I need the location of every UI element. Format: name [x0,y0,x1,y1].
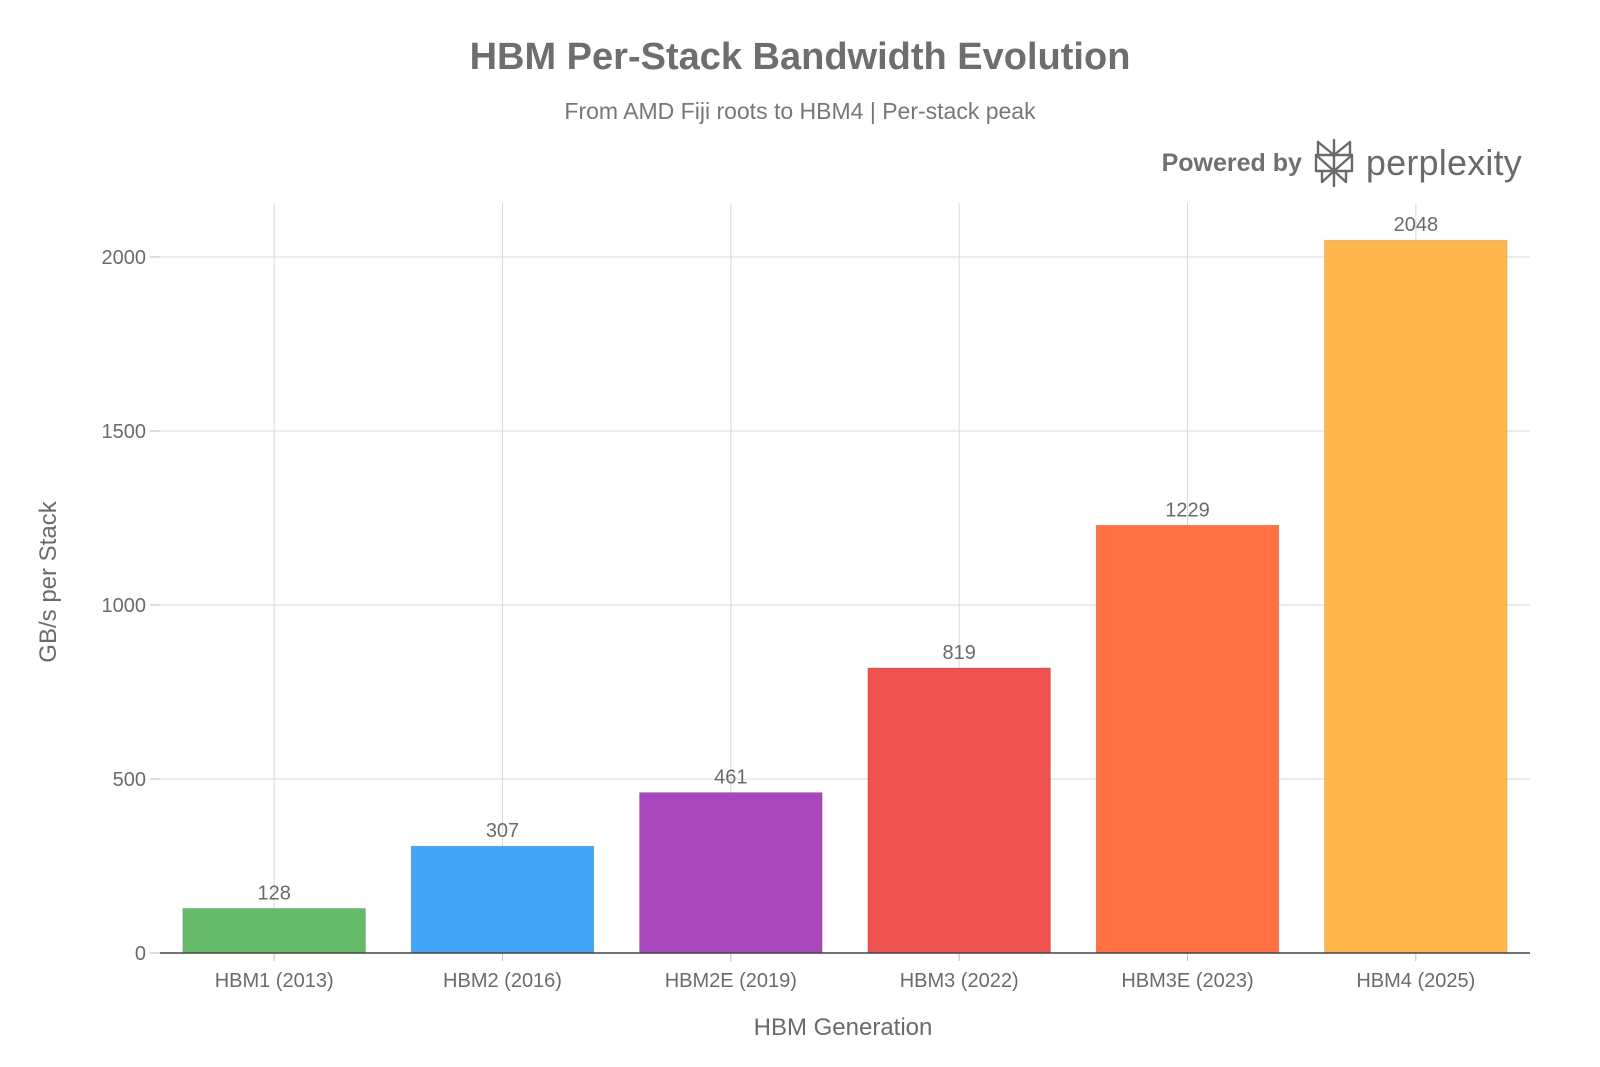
powered-by-badge: Powered by perplexity [1162,138,1522,188]
bar [182,907,366,954]
bar-data-label: 1229 [1165,499,1210,521]
bar [867,667,1051,954]
bar-data-label: 307 [486,820,519,842]
chart-title: HBM Per-Stack Bandwidth Evolution [469,36,1131,78]
axes: 0 500 1000 1500 2000 HBM1 (2013) HBM2 (2016) HB… [102,247,1530,992]
y-tick-label: 500 [113,769,146,791]
y-tick-label: 1000 [102,595,147,617]
perplexity-wordmark: perplexity [1365,142,1522,183]
y-tick-label: 2000 [102,247,147,269]
bar-data-label: 128 [257,882,290,904]
bar-data-label: 2048 [1394,214,1439,236]
x-tick-label: HBM2 (2016) [443,970,562,992]
bar [1324,239,1508,954]
x-tick-label: HBM3E (2023) [1121,970,1253,992]
y-tick-label: 1500 [102,421,147,443]
powered-by-label: Powered by [1161,148,1302,177]
y-axis-title: GB/s per Stack [35,500,62,662]
x-tick-label: HBM2E (2019) [665,970,797,992]
y-tick-label: 0 [135,943,146,965]
bar [410,845,595,954]
bar [1095,524,1280,954]
x-axis-title: HBM Generation [754,1014,933,1041]
x-tick-label: HBM1 (2013) [215,970,334,992]
bar-data-label: 819 [942,642,975,664]
chart-subtitle: From AMD Fiji roots to HBM4 | Per-stack … [564,98,1036,124]
perplexity-logo-icon [1314,138,1354,188]
bar [639,792,823,954]
bar-data-label: 461 [714,767,747,789]
x-tick-label: HBM4 (2025) [1356,970,1475,992]
data-labels: 128 307 461 819 1229 2048 [257,214,1438,904]
bars [182,239,1508,954]
x-tick-label: HBM3 (2022) [900,970,1019,992]
